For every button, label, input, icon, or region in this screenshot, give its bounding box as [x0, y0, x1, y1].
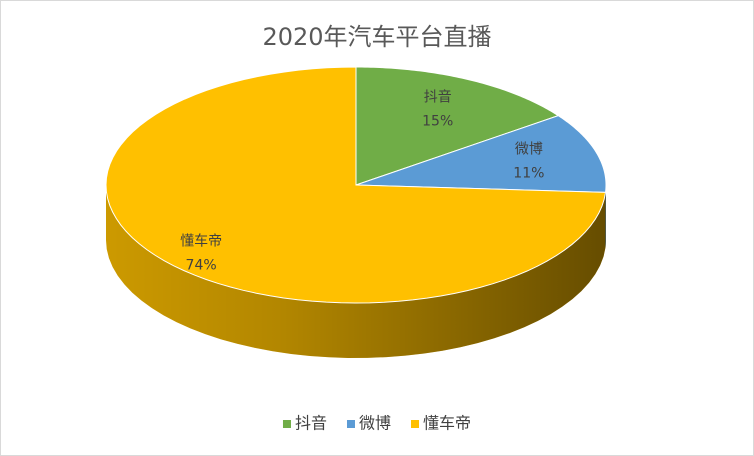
slice	[355, 66, 560, 186]
slice	[355, 115, 607, 193]
slice-label: 懂车帝	[180, 233, 222, 250]
legend-label: 懂车帝	[423, 414, 471, 433]
legend-swatch	[411, 420, 420, 428]
legend-label: 微博	[359, 414, 391, 433]
slice	[105, 66, 607, 304]
legend: 抖音 微博 懂车帝	[282, 414, 471, 433]
slice-value-label: 11%	[513, 165, 544, 181]
slice-value-label: 15%	[422, 113, 453, 129]
legend-swatch	[346, 420, 355, 428]
slice-label: 微博	[515, 140, 543, 157]
slice-label: 抖音	[424, 88, 452, 105]
slice-side-shade	[106, 185, 606, 358]
legend-swatch	[282, 420, 291, 428]
pie: 抖音 15% 微博 11% 懂车帝 74%	[105, 66, 607, 358]
legend-label: 抖音	[295, 414, 327, 433]
chart-title: 2020年汽车平台直播	[262, 23, 491, 51]
slice-value-label: 74%	[186, 258, 217, 274]
